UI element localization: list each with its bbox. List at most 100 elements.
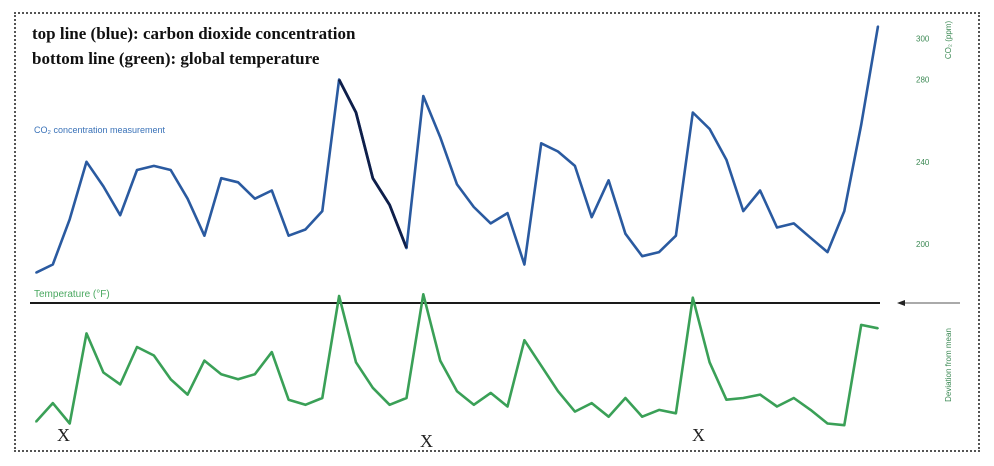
temperature-point (725, 398, 728, 401)
temperature-point (254, 373, 256, 376)
temperature-point (321, 397, 324, 399)
temperature-point (169, 378, 172, 381)
co2-point (742, 210, 745, 213)
temperature-point (51, 402, 54, 404)
temperature-point (422, 293, 425, 296)
co2-point (102, 185, 105, 188)
temperature-point (877, 327, 879, 330)
temperature-point (776, 405, 778, 408)
co2-point (877, 25, 879, 28)
co2-point (725, 158, 728, 161)
co2-point (641, 255, 644, 258)
temperature-point (304, 403, 307, 406)
temperature-point (759, 393, 761, 396)
temperature-point (405, 397, 408, 399)
temperature-point (439, 359, 442, 362)
co2-point (220, 177, 223, 180)
co2-point (489, 222, 492, 225)
co2-point (708, 127, 711, 130)
co2-tick-label: 200 (916, 240, 930, 249)
temperature-point (708, 361, 711, 364)
co2-point (85, 160, 88, 163)
co2-point (843, 210, 846, 213)
co2-point (422, 95, 425, 97)
co2-point (759, 189, 761, 192)
co2-point (186, 197, 189, 200)
co2-point (624, 232, 627, 235)
co2-point (607, 179, 610, 182)
co2-point (523, 263, 526, 266)
marker-x-2: X (420, 431, 433, 451)
temperature-point (220, 373, 223, 376)
co2-point (809, 236, 812, 239)
temperature-point (506, 405, 509, 408)
temperature-point (658, 409, 660, 411)
co2-point (203, 234, 206, 237)
pointer-arrow-icon (897, 300, 905, 306)
temperature-point (809, 409, 812, 411)
co2-axis-title: CO₂ (ppm) (944, 21, 953, 60)
co2-point (321, 210, 324, 213)
temperature-point (489, 392, 492, 394)
co2-point (254, 197, 256, 200)
temperature-point (456, 390, 458, 393)
co2-tick-label: 240 (916, 158, 930, 167)
temperature-point (203, 359, 206, 362)
co2-point (270, 189, 273, 192)
marker-x-1: X (57, 425, 70, 445)
temperature-point (102, 371, 105, 374)
co2-point (776, 226, 778, 229)
co2-point (35, 271, 37, 274)
co2-point (860, 123, 863, 126)
co2-point (557, 150, 559, 153)
temperature-point (792, 397, 795, 399)
co2-point (153, 165, 155, 167)
co2-point (456, 183, 458, 186)
co2-point (574, 165, 576, 167)
temperature-point (860, 324, 863, 326)
co2-point (439, 136, 442, 139)
temperature-point (691, 296, 694, 299)
co2-point (136, 169, 138, 171)
temperature-point (826, 422, 829, 425)
co2-tick-label: 300 (916, 35, 930, 44)
co2-point (51, 263, 54, 266)
co2-point (68, 218, 71, 221)
temperature-point (843, 424, 846, 427)
temperature-point (338, 295, 340, 297)
temperature-point (68, 422, 71, 425)
co2-point (506, 212, 509, 215)
co2-highlight-segment (337, 78, 408, 249)
co2-point (675, 234, 677, 237)
temperature-point (607, 415, 610, 418)
temperature-point (742, 397, 745, 399)
temperature-point (624, 397, 627, 399)
caption-temperature: bottom line (green): global temperature (32, 49, 320, 68)
temperature-point (557, 390, 559, 393)
temperature-point (85, 332, 88, 335)
co2-point (540, 142, 543, 145)
temperature-point (641, 415, 644, 418)
co2-point (472, 206, 475, 208)
co2-point (169, 169, 172, 171)
marker-x-3: X (692, 425, 705, 445)
caption-co2: top line (blue): carbon dioxide concentr… (32, 24, 356, 43)
temperature-point (153, 354, 155, 357)
temperature-point (287, 398, 290, 401)
temperature-point (675, 412, 677, 415)
temperature-point (35, 420, 37, 423)
temperature-series-label: Temperature (°F) (34, 289, 110, 300)
temperature-point (472, 403, 475, 406)
temperature-point (186, 393, 189, 396)
temperature-axis-title: Deviation from mean (944, 328, 953, 402)
temperature-point (270, 351, 273, 353)
co2-point (658, 251, 660, 254)
co2-point (287, 234, 290, 237)
co2-point (826, 251, 829, 254)
temperature-line (35, 293, 879, 427)
co2-point (590, 216, 593, 219)
temperature-point (540, 364, 543, 367)
temperature-point (371, 386, 374, 389)
temperature-point (119, 383, 122, 386)
